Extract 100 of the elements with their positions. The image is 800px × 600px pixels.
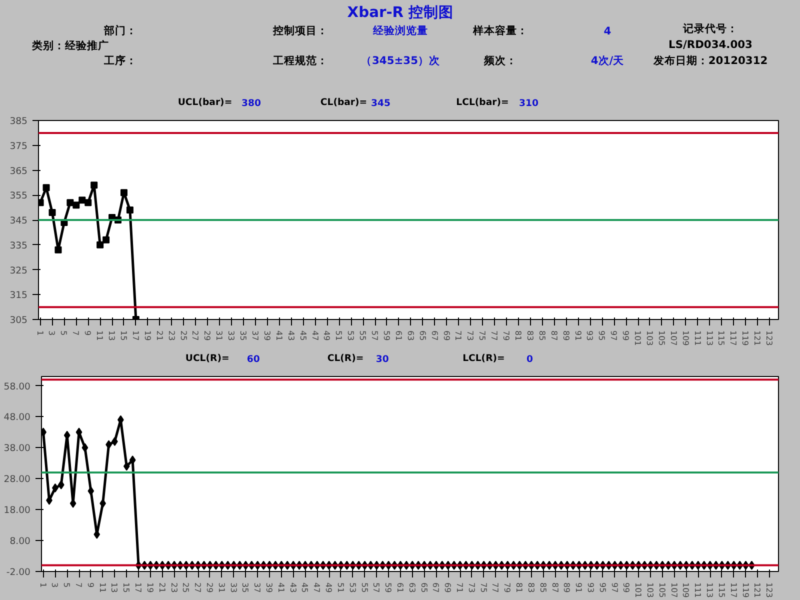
text: Xbar-R 控制图	[347, 4, 454, 21]
x-tick-label: 57	[370, 330, 380, 341]
x-tick-label: 67	[431, 582, 440, 593]
x-tick-label: 85	[538, 582, 548, 593]
x-tick-label: 123	[764, 330, 774, 346]
x-tick-label: 49	[322, 330, 332, 341]
x-tick-label: 103	[644, 330, 654, 346]
x-tick-label: 61	[395, 582, 404, 593]
x-tick-label: 93	[585, 330, 594, 341]
x-tick-label: 75	[478, 330, 487, 341]
x-tick-label: 113	[705, 582, 714, 598]
x-tick-label: 107	[668, 330, 678, 346]
x-tick-label: 123	[764, 582, 774, 598]
x-tick-label: 119	[740, 582, 750, 598]
x-tick-label: 57	[372, 582, 381, 593]
x-tick-label: 77	[490, 582, 500, 593]
text: 345	[371, 98, 390, 109]
x-tick-label: 23	[169, 582, 178, 593]
text: 4次/天	[590, 54, 626, 67]
x-tick-label: 33	[228, 582, 238, 593]
x-tick-label: 7	[74, 582, 84, 588]
y-tick-label: 355	[10, 190, 28, 202]
text: （345±35）次	[361, 54, 441, 67]
x-tick-label: 71	[454, 330, 463, 341]
x-tick-label: 45	[298, 330, 308, 341]
x-tick-label: 89	[562, 582, 572, 593]
y-tick-label: -2.00	[6, 567, 31, 578]
text: LCL(bar)=	[456, 97, 509, 108]
x-tick-label: 3	[47, 330, 56, 336]
x-tick-label: 117	[728, 330, 738, 346]
x-tick-label: 39	[264, 582, 274, 593]
point	[78, 196, 86, 204]
text: LCL(R)=	[462, 353, 505, 364]
y-tick-label: 375	[10, 140, 28, 152]
x-tick-label: 25	[181, 582, 190, 593]
y-tick-label: 325	[10, 265, 28, 276]
x-tick-label: 61	[394, 330, 403, 341]
text: 部门：	[103, 24, 137, 37]
text: 4	[604, 24, 612, 38]
x-tick-label: 55	[358, 330, 368, 341]
x-tick-label: 25	[178, 330, 188, 341]
x-tick-label: 29	[204, 582, 214, 593]
y-tick-label: 48.00	[4, 412, 31, 424]
x-tick-label: 81	[514, 582, 524, 593]
point	[102, 236, 110, 244]
point	[96, 241, 104, 248]
x-tick-label: 21	[157, 582, 166, 593]
x-tick-label: 35	[240, 582, 250, 593]
text: UCL(R)=	[185, 353, 230, 364]
point	[120, 189, 128, 196]
y-tick-label: 365	[10, 166, 28, 177]
x-tick-label: 9	[83, 330, 92, 336]
x-tick-label: 47	[310, 330, 320, 341]
x-tick-label: 43	[288, 582, 298, 593]
x-tick-label: 41	[274, 330, 284, 341]
x-tick-label: 1	[38, 582, 48, 588]
x-tick-label: 97	[610, 582, 619, 593]
x-tick-label: 117	[728, 582, 738, 598]
x-tick-label: 105	[656, 330, 666, 346]
x-tick-label: 1	[35, 330, 44, 336]
point	[126, 206, 134, 214]
text: 310	[519, 98, 539, 109]
x-tick-label: 121	[752, 330, 762, 346]
x-tick-label: 81	[513, 330, 522, 341]
x-tick-label: 97	[609, 330, 618, 341]
x-tick-label: 79	[502, 582, 512, 593]
x-tick-label: 3	[50, 582, 60, 588]
point	[48, 209, 56, 216]
x-tick-label: 31	[216, 582, 226, 593]
x-tick-label: 15	[122, 582, 131, 593]
x-tick-label: 65	[418, 330, 427, 341]
x-tick-label: 73	[466, 582, 476, 593]
x-tick-label: 15	[118, 330, 128, 341]
x-tick-label: 75	[478, 582, 488, 593]
x-tick-label: 95	[598, 582, 607, 593]
x-tick-label: 73	[466, 330, 475, 341]
text: 样本容量：	[472, 24, 528, 37]
x-tick-label: 47	[312, 582, 322, 593]
text: 频次：	[483, 54, 517, 67]
point	[90, 182, 98, 189]
y-tick-label: 335	[10, 240, 28, 252]
x-tick-label: 5	[59, 330, 68, 336]
x-tick-label: 45	[300, 582, 310, 593]
x-tick-label: 89	[561, 330, 570, 341]
x-tick-label: 33	[226, 330, 236, 341]
y-tick-label: 305	[10, 315, 28, 326]
x-tick-label: 53	[346, 330, 356, 341]
x-tick-label: 63	[407, 582, 416, 593]
x-tick-label: 41	[276, 582, 286, 593]
x-tick-label: 51	[336, 582, 345, 593]
text: 30	[376, 354, 390, 365]
text: LS/RD034.003	[668, 38, 752, 51]
x-tick-label: 69	[443, 582, 452, 593]
x-tick-label: 17	[130, 330, 140, 341]
x-tick-label: 87	[550, 582, 560, 593]
x-tick-label: 63	[406, 330, 415, 341]
x-tick-label: 35	[238, 330, 248, 341]
x-tick-label: 5	[62, 582, 72, 588]
x-tick-label: 71	[455, 582, 464, 593]
text: 工程规范：	[272, 54, 328, 67]
